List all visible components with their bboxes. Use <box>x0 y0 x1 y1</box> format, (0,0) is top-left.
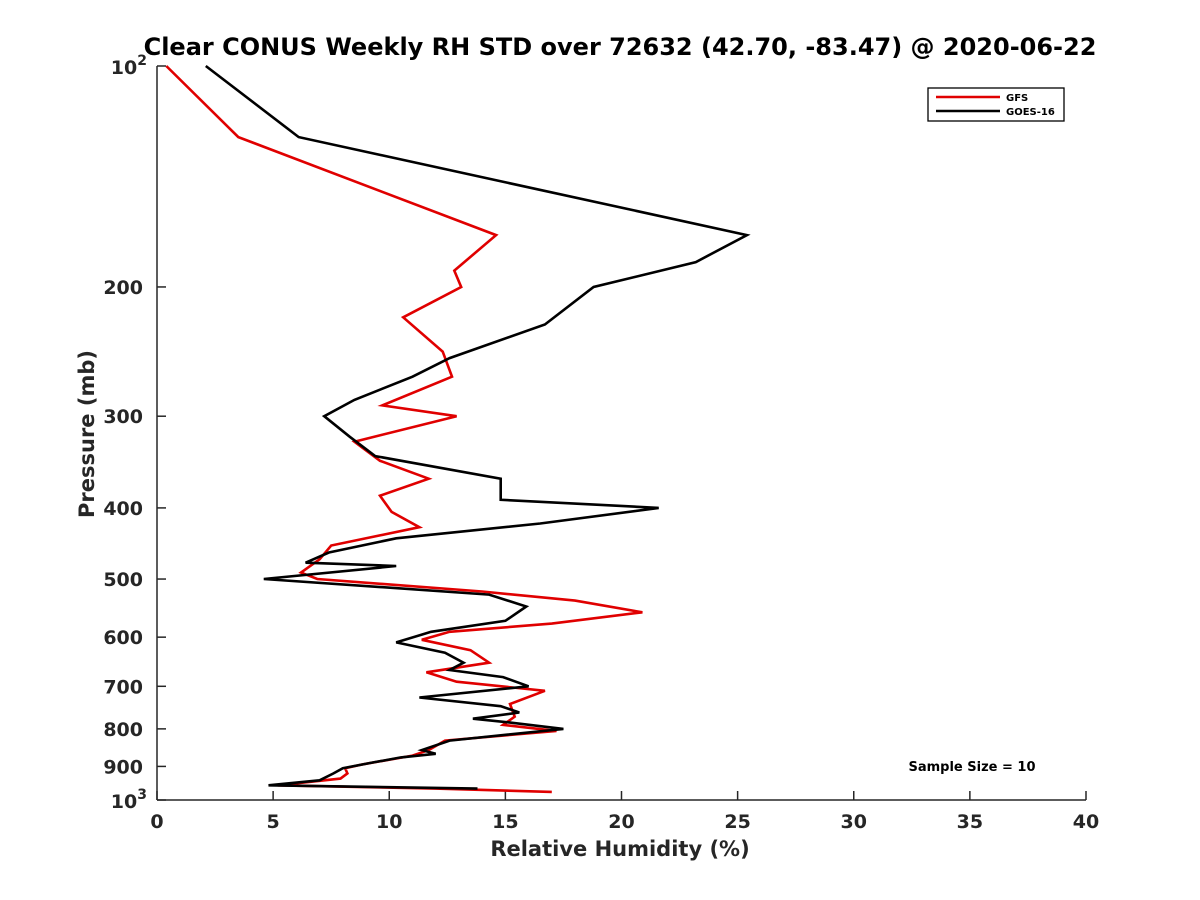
y-tick-label: 103 <box>111 787 147 813</box>
plot-area: 0 5 10 15 20 25 30 35 40 102 200 300 400 500 600 700 800… <box>103 53 1099 833</box>
y-axis-label: Pressure (mb) <box>75 350 99 518</box>
x-tick-label: 5 <box>267 811 280 833</box>
y-tick-label: 900 <box>103 756 143 778</box>
legend-label: GFS <box>1006 93 1028 104</box>
y-tick-label: 800 <box>103 719 143 741</box>
y-tick-label: 200 <box>103 277 143 299</box>
y-tick-label: 300 <box>103 406 143 428</box>
y-tick-label: 400 <box>103 498 143 520</box>
x-tick-label: 25 <box>724 811 750 833</box>
y-tick-label: 102 <box>111 53 147 79</box>
y-tick-label: 700 <box>103 676 143 698</box>
x-tick-label: 20 <box>608 811 634 833</box>
x-axis-label: Relative Humidity (%) <box>490 837 749 861</box>
series-line-goes-16 <box>205 64 751 790</box>
x-tick-label: 35 <box>957 811 983 833</box>
x-tick-label: 0 <box>150 811 163 833</box>
legend-box <box>927 87 1065 122</box>
x-tick-label: 10 <box>376 811 402 833</box>
y-tick-label: 600 <box>103 627 143 649</box>
y-tick-label: 500 <box>103 569 143 591</box>
series-line-gfs <box>165 65 643 794</box>
x-tick-label: 30 <box>841 811 867 833</box>
legend: GFS GOES-16 <box>927 87 1065 122</box>
sample-size-annotation: Sample Size = 10 <box>908 760 1035 775</box>
legend-label: GOES-16 <box>1006 107 1055 118</box>
x-tick-label: 15 <box>492 811 518 833</box>
x-tick-label: 40 <box>1073 811 1099 833</box>
chart-title: Clear CONUS Weekly RH STD over 72632 (42… <box>144 33 1097 61</box>
